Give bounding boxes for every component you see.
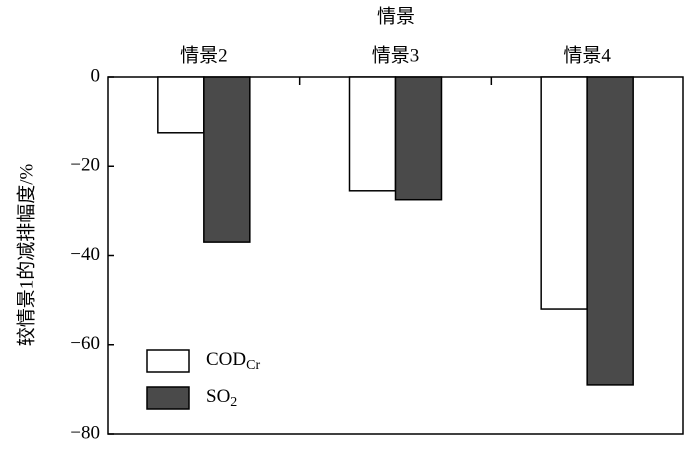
x-tick-label: 情景2: [180, 44, 228, 66]
y-tick-label: −80: [70, 422, 100, 443]
y-tick-label: −20: [70, 155, 100, 176]
bar: [394, 76, 443, 201]
legend-label: CODCr: [206, 349, 260, 373]
x-axis-title: 情景: [377, 5, 415, 27]
y-tick-label: −40: [70, 244, 100, 265]
bar: [203, 76, 251, 243]
bar: [348, 76, 397, 192]
bar: [540, 76, 588, 310]
y-axis-title: 较情景1的减排幅度/%: [15, 164, 37, 347]
y-tick-label: −60: [70, 333, 100, 354]
legend-name: SO: [206, 386, 230, 407]
bar: [586, 76, 634, 386]
legend-swatch: [146, 386, 190, 410]
legend-label: SO2: [206, 386, 237, 410]
legend-subscript: 2: [230, 395, 237, 410]
x-tick-label: 情景3: [372, 44, 420, 66]
legend-swatch: [146, 349, 190, 373]
legend-subscript: Cr: [246, 358, 260, 373]
bar: [157, 76, 205, 134]
legend-name: COD: [206, 349, 246, 370]
x-tick-label: 情景4: [563, 44, 611, 66]
y-tick-label: 0: [91, 65, 101, 86]
